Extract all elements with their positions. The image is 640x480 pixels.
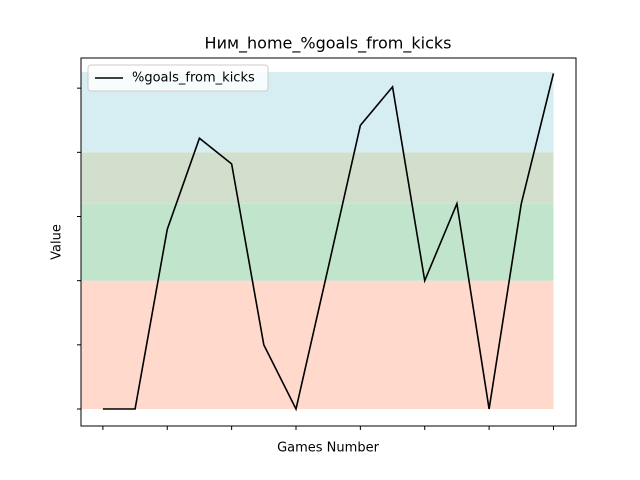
band	[80, 203, 554, 281]
legend: %goals_from_kicks	[87, 64, 269, 92]
y-axis-label: Value	[50, 224, 65, 260]
x-axis-label: Games Number	[277, 441, 379, 456]
legend-box	[87, 64, 269, 92]
band	[80, 280, 554, 409]
plot-frame	[80, 57, 577, 427]
line	[102, 73, 555, 412]
legend-label: %goals_from_kicks	[132, 71, 255, 86]
band	[80, 152, 554, 204]
chart-title: Ним_home_%goals_from_kicks	[205, 34, 452, 54]
